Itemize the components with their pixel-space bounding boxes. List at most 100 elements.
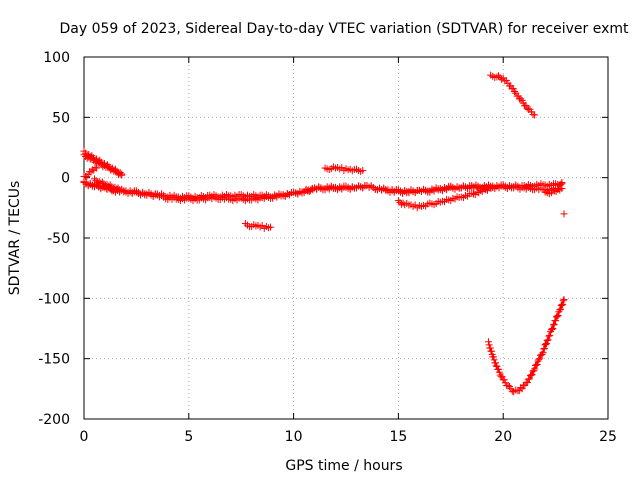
data-point <box>494 72 502 80</box>
data-point <box>302 186 310 194</box>
data-point <box>554 311 562 319</box>
data-point <box>104 162 112 170</box>
data-point <box>93 164 101 172</box>
data-point <box>536 355 544 363</box>
data-point <box>556 305 564 313</box>
data-point <box>480 185 488 193</box>
data-point <box>80 151 88 159</box>
data-point <box>304 187 312 195</box>
data-point <box>557 180 565 188</box>
data-point <box>517 95 525 103</box>
data-point <box>550 321 558 329</box>
data-point <box>490 356 498 364</box>
x-tick-label: 0 <box>80 429 89 445</box>
data-point <box>559 297 567 305</box>
data-point <box>518 385 526 393</box>
data-point <box>509 85 517 93</box>
data-point <box>496 74 504 82</box>
data-point <box>540 345 548 353</box>
data-point <box>540 344 548 352</box>
data-point <box>549 186 557 194</box>
data-point <box>108 183 116 191</box>
data-point <box>553 312 561 320</box>
data-point <box>482 186 490 194</box>
x-tick-label: 25 <box>599 429 617 445</box>
data-point <box>90 175 98 183</box>
x-tick-label: 10 <box>285 429 303 445</box>
data-point <box>541 341 549 349</box>
data-point <box>98 178 106 186</box>
data-point <box>558 301 566 309</box>
data-point <box>102 163 110 171</box>
data-point <box>539 349 547 357</box>
data-point <box>530 367 538 375</box>
data-point <box>548 325 556 333</box>
data-point <box>85 153 93 161</box>
data-point <box>508 387 516 395</box>
data-point <box>493 73 501 81</box>
data-point <box>552 313 560 321</box>
data-point <box>109 185 117 193</box>
data-point <box>511 88 519 96</box>
data-point <box>83 172 91 180</box>
data-point <box>118 171 126 179</box>
data-point <box>550 320 558 328</box>
data-point <box>489 353 497 361</box>
data-point <box>116 186 124 194</box>
data-point <box>547 326 555 334</box>
data-point <box>487 185 495 193</box>
x-tick-label: 15 <box>389 429 407 445</box>
data-point <box>542 340 550 348</box>
data-point <box>470 190 478 198</box>
data-point <box>533 360 541 368</box>
data-point <box>549 324 557 332</box>
data-point <box>560 210 568 218</box>
data-point <box>543 340 551 348</box>
y-tick-label: 50 <box>52 110 70 126</box>
data-point <box>92 177 100 185</box>
data-point <box>554 185 562 193</box>
data-point <box>523 378 531 386</box>
y-tick-label: 0 <box>61 171 70 187</box>
data-point <box>116 170 124 178</box>
data-point <box>545 332 553 340</box>
data-point <box>97 179 105 187</box>
data-point <box>473 188 481 196</box>
data-point <box>398 200 406 208</box>
data-point <box>485 341 493 349</box>
data-point <box>94 178 102 186</box>
data-point <box>99 163 107 171</box>
y-tick-label: -200 <box>38 412 70 428</box>
y-tick-label: -150 <box>38 352 70 368</box>
data-point <box>546 331 554 339</box>
data-point <box>489 183 497 191</box>
data-point <box>498 75 506 83</box>
y-tick-label: 100 <box>43 50 70 66</box>
data-point <box>112 185 120 193</box>
data-point <box>105 182 113 190</box>
data-point <box>559 300 567 308</box>
data-point <box>82 153 90 161</box>
data-point <box>543 337 551 345</box>
data-point <box>544 336 552 344</box>
data-point <box>468 189 476 197</box>
data-point <box>557 302 565 310</box>
data-point <box>485 184 493 192</box>
data-point <box>531 365 539 373</box>
data-point <box>115 171 123 179</box>
data-point <box>495 368 503 376</box>
data-point <box>528 371 536 379</box>
data-point <box>100 162 108 170</box>
axis-ticks: 0 5 10 15 20 25 -200 -150 -100 -50 0 50 100 <box>38 50 617 445</box>
grid-lines <box>84 57 608 419</box>
data-point <box>103 180 111 188</box>
data-point <box>538 350 546 358</box>
data-point <box>558 178 566 186</box>
data-point <box>555 185 563 193</box>
data-point <box>110 167 118 175</box>
data-point <box>560 296 568 304</box>
data-point <box>94 159 102 167</box>
data-point <box>100 180 108 188</box>
y-tick-label: -100 <box>38 291 70 307</box>
